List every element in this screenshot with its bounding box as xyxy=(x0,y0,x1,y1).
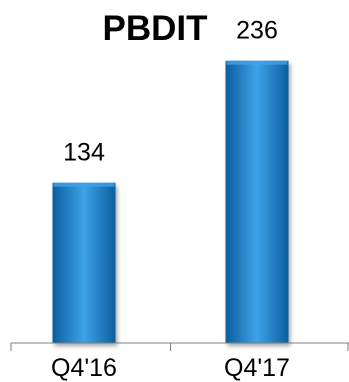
x-tick-label-0: Q4'16 xyxy=(51,354,117,382)
x-axis-ticks xyxy=(10,343,349,351)
x-axis-tick-labels: Q4'16 Q4'17 xyxy=(51,354,290,382)
chart-title: PBDIT xyxy=(103,9,208,48)
bar-0 xyxy=(52,182,116,343)
data-label-0: 134 xyxy=(63,139,105,167)
data-label-1: 236 xyxy=(236,17,278,45)
bars-group xyxy=(52,60,289,344)
bar-bevel-1 xyxy=(226,60,288,65)
data-labels-group: 134 236 xyxy=(63,17,278,167)
x-tick-label-1: Q4'17 xyxy=(224,354,290,382)
bar-bevel-0 xyxy=(53,182,115,187)
bar-1 xyxy=(225,60,289,344)
